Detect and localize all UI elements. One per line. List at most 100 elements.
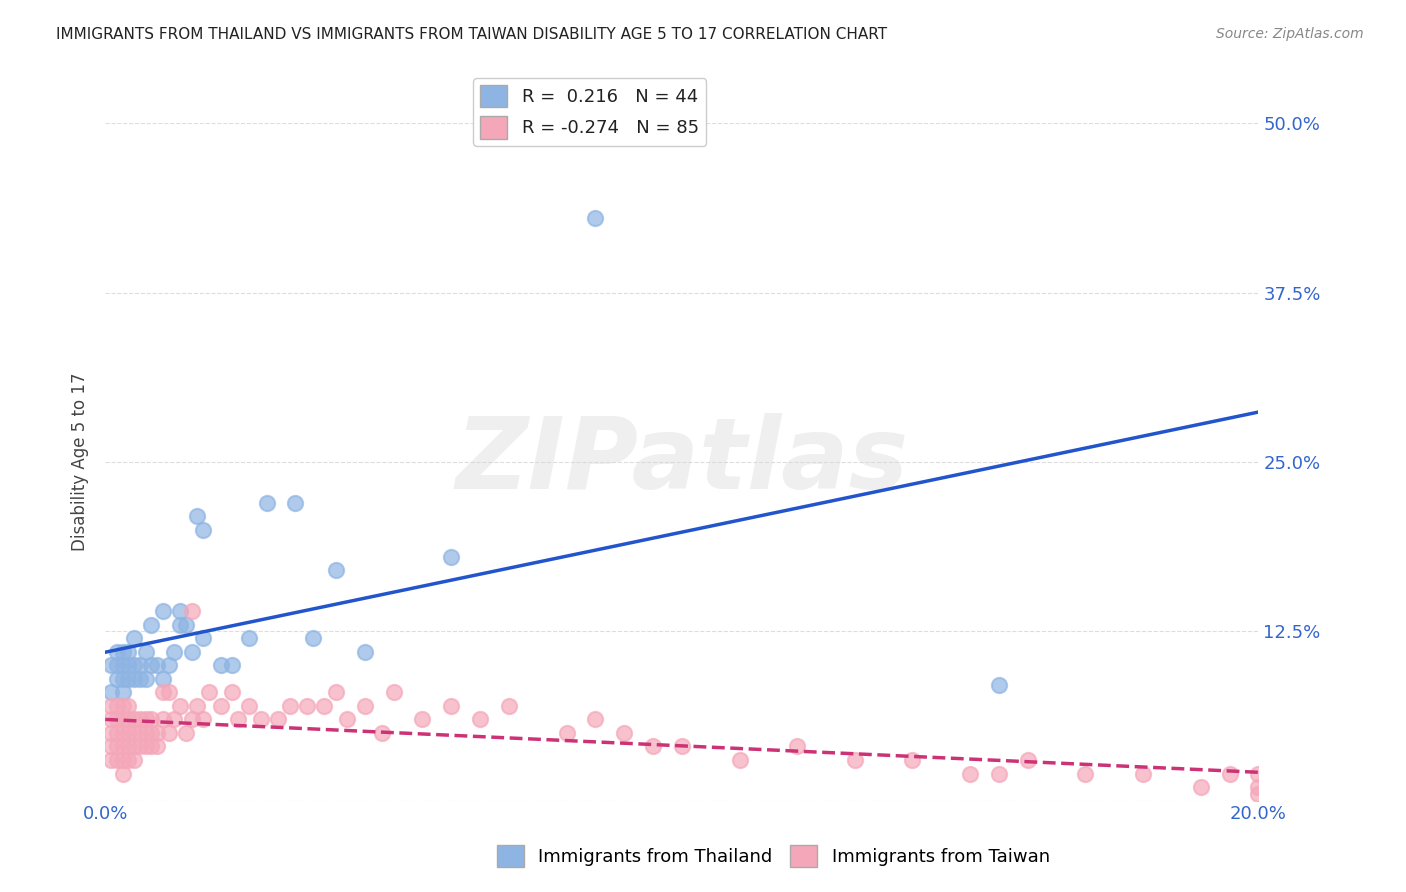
Point — [250, 712, 273, 726]
Point — [157, 726, 180, 740]
Point — [180, 712, 202, 726]
Point — [100, 726, 122, 740]
Point — [613, 726, 636, 740]
Point — [128, 672, 150, 686]
Point — [641, 739, 664, 754]
Point — [117, 698, 139, 713]
Point — [128, 712, 150, 726]
Point — [157, 685, 180, 699]
Point — [152, 672, 174, 686]
Point — [174, 617, 197, 632]
Point — [111, 739, 134, 754]
Point — [336, 712, 359, 726]
Point — [100, 698, 122, 713]
Point — [105, 672, 128, 686]
Point — [382, 685, 405, 699]
Point — [117, 712, 139, 726]
Point — [193, 631, 215, 645]
Point — [105, 726, 128, 740]
Point — [169, 698, 191, 713]
Point — [122, 712, 145, 726]
Point — [174, 726, 197, 740]
Point — [1132, 766, 1154, 780]
Text: ZIPatlas: ZIPatlas — [456, 414, 908, 510]
Point — [135, 712, 157, 726]
Point — [117, 672, 139, 686]
Point — [146, 739, 169, 754]
Point — [111, 698, 134, 713]
Point — [1189, 780, 1212, 794]
Point — [186, 698, 208, 713]
Point — [353, 698, 375, 713]
Point — [141, 712, 163, 726]
Point — [555, 726, 578, 740]
Point — [100, 658, 122, 673]
Legend: Immigrants from Thailand, Immigrants from Taiwan: Immigrants from Thailand, Immigrants fro… — [489, 838, 1057, 874]
Point — [117, 645, 139, 659]
Point — [117, 726, 139, 740]
Point — [295, 698, 318, 713]
Point — [100, 753, 122, 767]
Point — [100, 712, 122, 726]
Point — [440, 698, 463, 713]
Point — [105, 739, 128, 754]
Point — [163, 645, 186, 659]
Point — [141, 658, 163, 673]
Point — [100, 685, 122, 699]
Point — [117, 753, 139, 767]
Point — [111, 658, 134, 673]
Point — [105, 753, 128, 767]
Point — [111, 766, 134, 780]
Point — [152, 604, 174, 618]
Point — [111, 645, 134, 659]
Point — [371, 726, 394, 740]
Point — [146, 726, 169, 740]
Point — [122, 739, 145, 754]
Point — [209, 658, 232, 673]
Point — [122, 672, 145, 686]
Point — [583, 211, 606, 226]
Point — [238, 631, 260, 645]
Point — [284, 495, 307, 509]
Text: IMMIGRANTS FROM THAILAND VS IMMIGRANTS FROM TAIWAN DISABILITY AGE 5 TO 17 CORREL: IMMIGRANTS FROM THAILAND VS IMMIGRANTS F… — [56, 27, 887, 42]
Point — [122, 658, 145, 673]
Point — [105, 698, 128, 713]
Point — [671, 739, 693, 754]
Point — [1247, 780, 1270, 794]
Point — [135, 739, 157, 754]
Point — [135, 672, 157, 686]
Point — [169, 604, 191, 618]
Point — [193, 712, 215, 726]
Point — [325, 563, 347, 577]
Point — [180, 604, 202, 618]
Point — [141, 617, 163, 632]
Point — [186, 509, 208, 524]
Point — [278, 698, 301, 713]
Point — [221, 685, 243, 699]
Point — [163, 712, 186, 726]
Point — [988, 766, 1011, 780]
Point — [256, 495, 278, 509]
Point — [105, 712, 128, 726]
Point — [238, 698, 260, 713]
Point — [111, 672, 134, 686]
Point — [122, 631, 145, 645]
Point — [353, 645, 375, 659]
Point — [135, 726, 157, 740]
Point — [105, 645, 128, 659]
Point — [209, 698, 232, 713]
Point — [157, 658, 180, 673]
Point — [146, 658, 169, 673]
Point — [1247, 766, 1270, 780]
Point — [221, 658, 243, 673]
Point — [128, 658, 150, 673]
Point — [128, 726, 150, 740]
Point — [198, 685, 221, 699]
Point — [728, 753, 751, 767]
Point — [122, 753, 145, 767]
Point — [193, 523, 215, 537]
Point — [959, 766, 981, 780]
Point — [100, 739, 122, 754]
Point — [468, 712, 491, 726]
Point — [169, 617, 191, 632]
